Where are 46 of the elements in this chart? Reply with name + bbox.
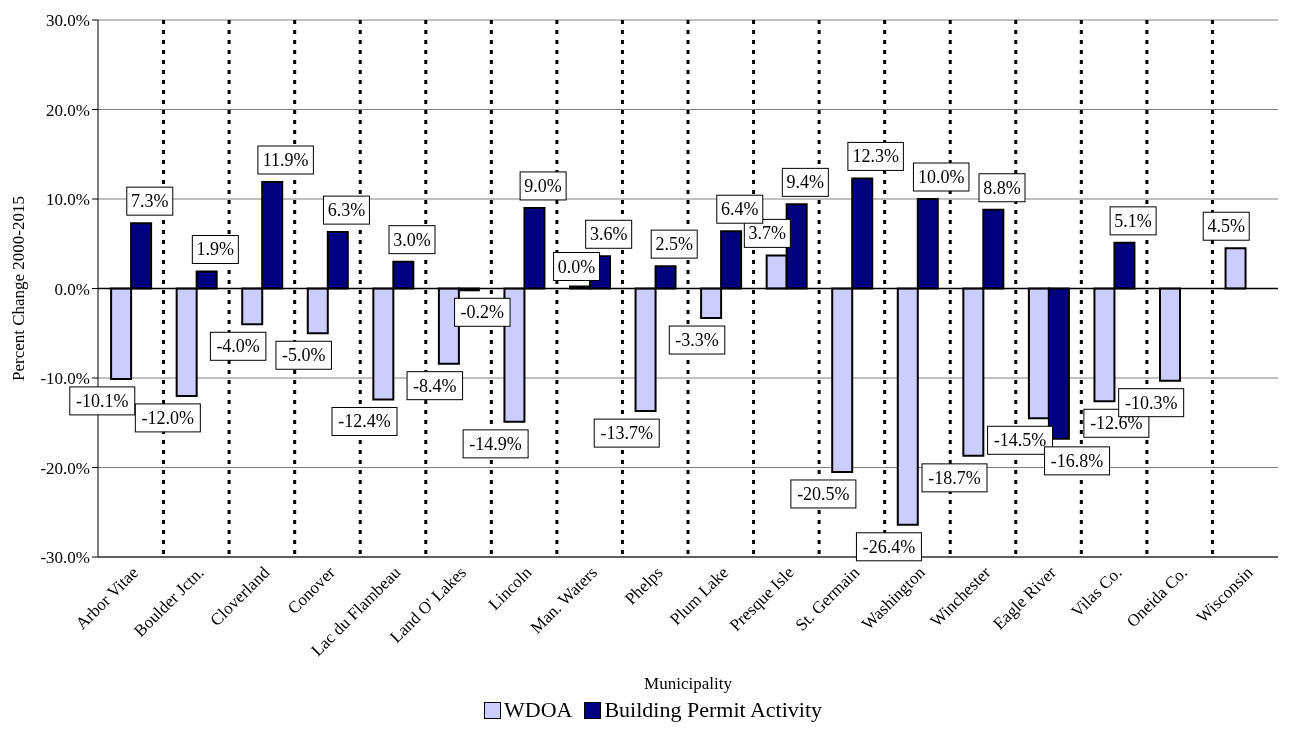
legend-label: Building Permit Activity (603, 697, 822, 723)
data-label: 0.0% (557, 256, 596, 277)
data-label: 9.4% (786, 172, 825, 193)
data-label: -16.8% (1050, 450, 1104, 471)
data-label: -10.3% (1124, 392, 1178, 413)
data-label: 10.0% (917, 167, 965, 187)
data-label: 8.8% (983, 177, 1021, 198)
data-label: -12.6% (1090, 413, 1143, 434)
data-label: -3.3% (675, 330, 719, 351)
data-label: 1.9% (196, 239, 235, 260)
y-tick-label: 20.0% (46, 100, 90, 120)
data-label: 11.9% (262, 149, 309, 170)
y-tick-label: -10.0% (40, 369, 90, 389)
data-label: -4.0% (216, 336, 260, 357)
y-tick-label: 30.0% (46, 11, 90, 31)
y-tick-label: 10.0% (46, 190, 90, 210)
data-label: 3.7% (748, 223, 787, 244)
data-label: 4.5% (1207, 216, 1245, 237)
data-label: -26.4% (862, 536, 916, 557)
data-label: 6.3% (327, 200, 366, 221)
data-label: 3.0% (393, 229, 431, 250)
y-tick-label: 0.0% (54, 279, 90, 299)
data-label: 12.3% (852, 146, 899, 167)
data-label: -18.7% (928, 467, 981, 488)
data-label: 2.5% (655, 234, 693, 255)
y-tick-label: -20.0% (40, 458, 90, 478)
data-label: -12.0% (141, 407, 195, 428)
data-label: 5.1% (1114, 210, 1152, 231)
data-label: -12.4% (338, 411, 391, 432)
y-tick-label: -30.0% (40, 548, 90, 568)
data-label: -5.0% (281, 345, 326, 366)
x-tick-label: Vilas Co. (1067, 562, 1126, 622)
data-label: -10.1% (76, 390, 129, 411)
x-axis-title: Municipality (644, 674, 733, 693)
data-label: -20.5% (797, 483, 850, 504)
data-label: 7.3% (131, 191, 169, 212)
data-label: -13.7% (600, 423, 653, 444)
data-label: 3.6% (589, 224, 628, 245)
data-label: 9.0% (524, 175, 562, 196)
legend-label: WDOA (503, 697, 573, 723)
data-label: -0.2% (460, 302, 505, 323)
data-label: -14.5% (993, 430, 1047, 451)
data-label: -14.9% (469, 433, 522, 454)
data-label: 6.4% (721, 199, 759, 220)
y-axis-title: Percent Change 2000-2015 (9, 195, 29, 382)
data-label: -8.4% (413, 375, 457, 396)
